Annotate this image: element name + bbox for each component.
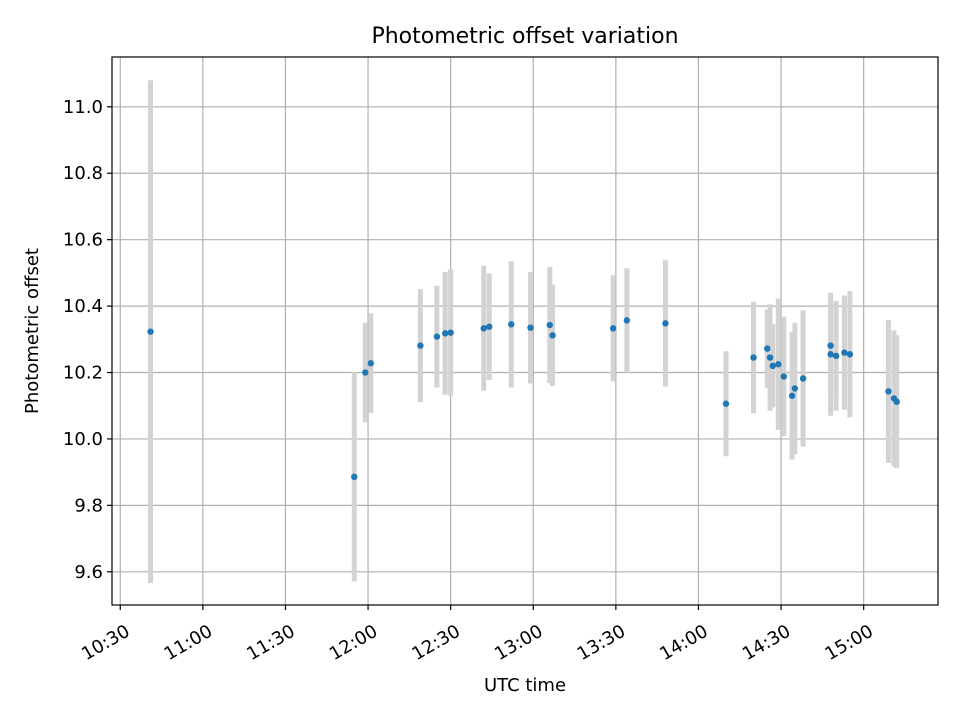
x-tick-label: 12:00 <box>326 621 381 665</box>
data-point <box>827 351 834 358</box>
data-point <box>486 323 493 330</box>
data-point <box>609 325 617 332</box>
data-point <box>780 373 788 380</box>
data-point <box>147 328 154 335</box>
x-tick-label: 11:30 <box>243 621 298 665</box>
data-point <box>841 349 848 356</box>
data-point <box>722 400 730 407</box>
y-ticks: 9.6 9.8 10.0 10.2 10.4 10.6 10.8 11.0 <box>63 97 112 583</box>
data-point <box>827 342 834 349</box>
grid-lines <box>112 57 938 605</box>
y-tick-label: 10.2 <box>63 363 103 384</box>
x-tick-label: 15:00 <box>821 621 876 665</box>
x-axis-label: UTC time <box>484 675 566 696</box>
data-point <box>750 354 757 361</box>
y-tick-label: 9.6 <box>74 562 103 583</box>
data-point <box>546 321 553 329</box>
data-point <box>788 392 796 399</box>
data-point <box>764 345 771 352</box>
y-tick-label: 10.0 <box>63 429 103 450</box>
data-point <box>480 325 487 332</box>
data-point <box>433 333 441 340</box>
data-point <box>769 362 776 370</box>
data-point <box>549 332 556 339</box>
y-tick-label: 9.8 <box>74 495 103 516</box>
data-point <box>799 375 807 382</box>
x-ticks: 10:30 11:00 11:30 12:00 12:30 13:00 13:30 14:00… <box>78 605 877 665</box>
data-point <box>846 351 854 358</box>
chart-title: Photometric offset variation <box>371 24 678 49</box>
data-point <box>832 352 840 360</box>
error-bars <box>148 80 900 584</box>
y-tick-label: 10.6 <box>63 230 103 251</box>
data-point <box>791 385 799 392</box>
data-point <box>623 317 631 324</box>
x-tick-label: 13:30 <box>574 621 629 665</box>
y-tick-label: 11.0 <box>63 97 103 118</box>
data-point <box>362 369 369 376</box>
x-tick-label: 13:00 <box>491 621 546 665</box>
data-point <box>527 324 534 331</box>
data-point <box>766 354 774 361</box>
data-point <box>351 473 358 481</box>
data-points <box>147 317 900 481</box>
y-tick-label: 10.8 <box>63 163 103 184</box>
x-tick-label: 14:30 <box>739 621 794 665</box>
y-tick-label: 10.4 <box>63 296 103 317</box>
data-point <box>885 388 892 395</box>
data-point <box>367 360 375 367</box>
data-point <box>893 398 900 405</box>
x-tick-label: 10:30 <box>78 621 133 665</box>
data-point <box>775 361 782 368</box>
x-tick-label: 12:30 <box>408 621 463 665</box>
data-point <box>508 321 515 328</box>
plot-frame <box>111 56 939 606</box>
data-point <box>447 329 454 336</box>
data-point <box>662 320 669 327</box>
y-axis-label: Photometric offset <box>22 248 43 414</box>
data-point <box>441 330 449 337</box>
x-tick-label: 11:00 <box>161 621 216 665</box>
data-point <box>417 342 424 349</box>
x-tick-label: 14:00 <box>656 621 711 665</box>
